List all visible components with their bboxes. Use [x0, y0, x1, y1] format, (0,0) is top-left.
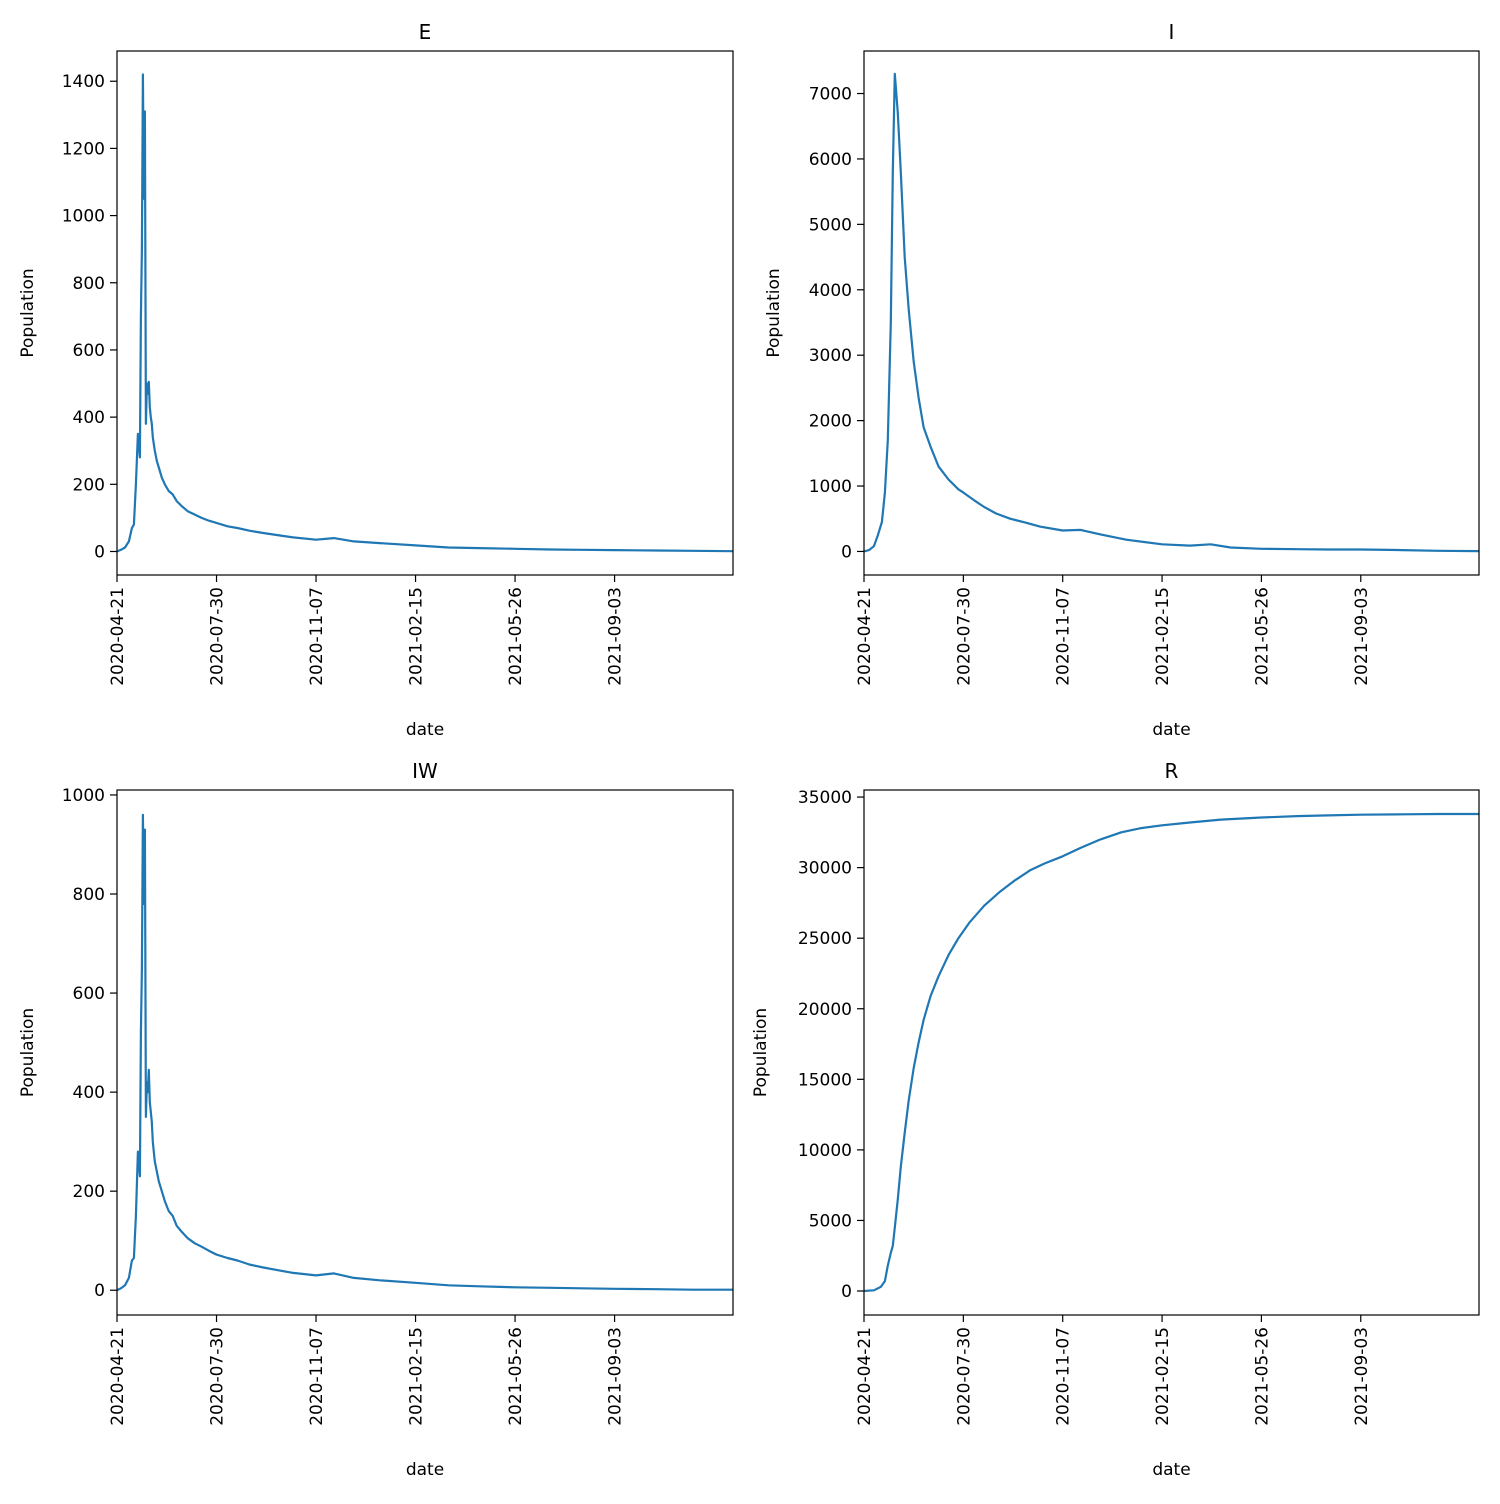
- x-tick-label: 2021-02-15: [407, 587, 427, 686]
- y-tick-label: 200: [73, 1182, 105, 1202]
- subplot-title: I: [1169, 20, 1175, 44]
- x-tick-label: 2020-04-21: [108, 1327, 128, 1426]
- y-tick-label: 10000: [798, 1141, 852, 1161]
- x-tick-label: 2021-09-03: [1352, 1327, 1372, 1426]
- x-tick-label: 2020-07-30: [208, 587, 228, 686]
- y-axis-label: Population: [751, 1008, 771, 1097]
- x-tick-label: 2020-07-30: [208, 1327, 228, 1426]
- axes-frame: [863, 789, 1480, 1316]
- y-tick-label: 0: [841, 542, 852, 562]
- y-tick-label: 30000: [798, 859, 852, 879]
- series-line: [116, 73, 734, 553]
- y-tick-label: 1000: [62, 786, 105, 806]
- axes-frame: [863, 50, 1480, 576]
- x-tick-label: 2020-07-30: [954, 587, 974, 686]
- subplot-r: R 0 5000 10000 15000 20000 25000 30000 35000 2020…: [751, 759, 1480, 1480]
- series-line: [863, 72, 1480, 553]
- x-tick-label: 2020-11-07: [1054, 587, 1074, 686]
- subplot-title: R: [1165, 759, 1179, 783]
- x-tick-label: 2021-09-03: [606, 587, 626, 686]
- x-tick-label: 2021-05-26: [506, 1327, 526, 1426]
- y-tick-label: 800: [73, 885, 105, 905]
- y-tick-label: 1000: [809, 477, 852, 497]
- y-tick-label: 1000: [62, 207, 105, 227]
- y-tick-label: 400: [73, 408, 105, 428]
- y-tick-label: 7000: [809, 85, 852, 105]
- y-tick-label: 15000: [798, 1070, 852, 1090]
- x-tick-label: 2020-11-07: [307, 587, 327, 686]
- y-axis-label: Population: [18, 1008, 38, 1097]
- y-tick-label: 400: [73, 1083, 105, 1103]
- x-tick-label: 2021-09-03: [1352, 587, 1372, 686]
- x-tick-label: 2021-02-15: [407, 1327, 427, 1426]
- y-tick-label: 2000: [809, 412, 852, 432]
- x-tick-label: 2021-05-26: [506, 587, 526, 686]
- y-tick-label: 5000: [809, 215, 852, 235]
- y-tick-label: 600: [73, 341, 105, 361]
- axes-frame: [116, 50, 734, 576]
- y-tick-label: 6000: [809, 150, 852, 170]
- x-axis-label: date: [406, 720, 444, 740]
- subplot-e: E 0 200 400 600 800 1000 1200 1400 2020-04-21 2020…: [18, 20, 734, 740]
- y-axis-label: Population: [764, 268, 784, 357]
- subplot-title: IW: [412, 759, 438, 783]
- series-line: [116, 813, 733, 1292]
- x-tick-label: 2021-05-26: [1252, 587, 1272, 686]
- x-tick-label: 2021-09-03: [606, 1327, 626, 1426]
- y-tick-label: 20000: [798, 1000, 852, 1020]
- x-tick-label: 2020-04-21: [855, 587, 875, 686]
- axes-frame: [116, 789, 734, 1316]
- x-axis-label: date: [1152, 720, 1190, 740]
- y-axis-label: Population: [18, 268, 38, 357]
- x-tick-label: 2020-04-21: [855, 1327, 875, 1426]
- y-tick-label: 0: [94, 1281, 105, 1301]
- x-tick-label: 2020-11-07: [307, 1327, 327, 1426]
- y-tick-label: 600: [73, 984, 105, 1004]
- y-tick-label: 1200: [62, 139, 105, 159]
- y-tick-label: 4000: [809, 281, 852, 301]
- y-tick-label: 35000: [798, 788, 852, 808]
- x-tick-label: 2021-02-15: [1153, 587, 1173, 686]
- subplot-iw: IW 0 200 400 600 800 1000 2020-04-21 2020-07-30 2…: [18, 759, 734, 1480]
- series-line: [863, 812, 1479, 1293]
- y-tick-label: 3000: [809, 346, 852, 366]
- x-tick-label: 2020-11-07: [1054, 1327, 1074, 1426]
- subplot-i: I 0 1000 2000 3000 4000 5000 6000 7000 2020-04-21…: [764, 20, 1480, 740]
- subplot-title: E: [419, 20, 432, 44]
- x-tick-label: 2020-07-30: [954, 1327, 974, 1426]
- y-tick-label: 200: [73, 475, 105, 495]
- x-axis-label: date: [406, 1460, 444, 1480]
- x-tick-label: 2021-02-15: [1153, 1327, 1173, 1426]
- x-tick-label: 2020-04-21: [108, 587, 128, 686]
- x-axis-label: date: [1152, 1460, 1190, 1480]
- y-tick-label: 0: [94, 542, 105, 562]
- x-tick-label: 2021-05-26: [1252, 1327, 1272, 1426]
- y-tick-label: 5000: [809, 1211, 852, 1231]
- y-tick-label: 800: [73, 274, 105, 294]
- y-tick-label: 0: [841, 1282, 852, 1302]
- y-tick-label: 25000: [798, 929, 852, 949]
- y-tick-label: 1400: [62, 72, 105, 92]
